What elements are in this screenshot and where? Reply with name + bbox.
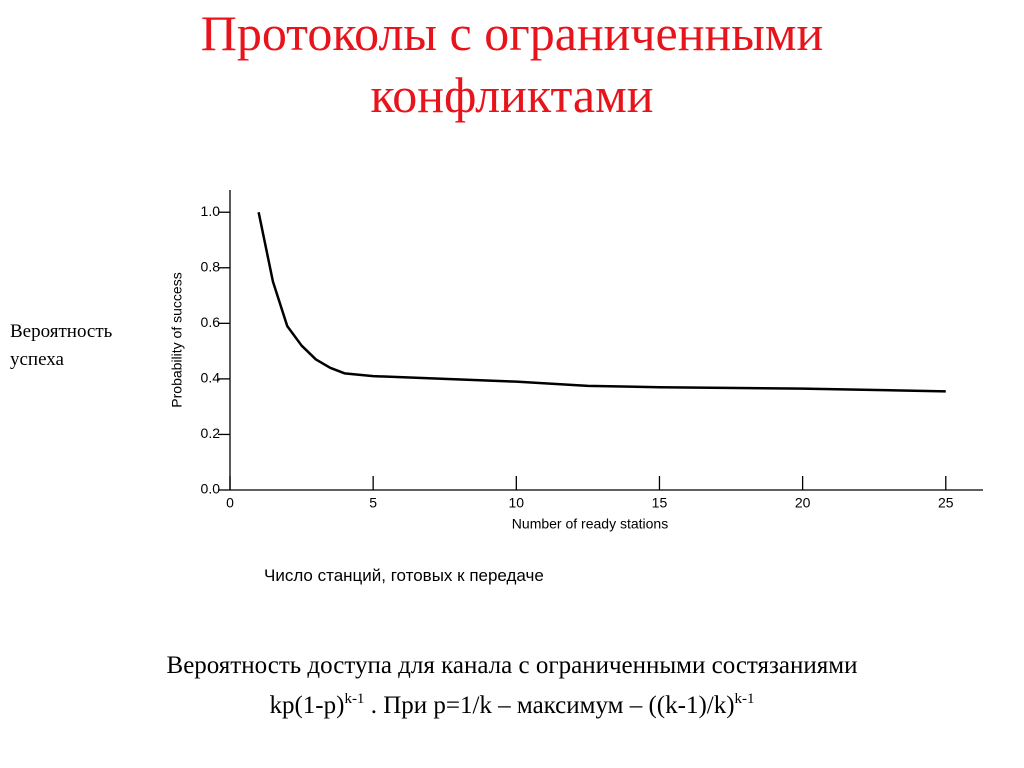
y-tick-label: 0.6 bbox=[201, 314, 221, 330]
x-tick-label: 20 bbox=[795, 495, 811, 511]
x-tick-label: 15 bbox=[652, 495, 668, 511]
caption: Число станций, готовых к передаче bbox=[264, 566, 544, 585]
side-label-line: успеха bbox=[10, 349, 64, 370]
data-line bbox=[257, 211, 946, 393]
exponent: k-1 bbox=[344, 691, 365, 707]
y-axis-label: Probability of success bbox=[169, 272, 185, 407]
formula: kp(1-p)k-1 . При p=1/k – максимум – ((k-… bbox=[0, 686, 1024, 726]
x-tick-label: 5 bbox=[369, 495, 377, 511]
footer-line: Вероятность доступа для канала с огранич… bbox=[166, 652, 858, 679]
y-tick-label: 1.0 bbox=[201, 203, 221, 219]
title-line: конфликтами bbox=[370, 67, 654, 123]
slide-title: Протоколы с ограниченными конфликтами bbox=[0, 2, 1024, 126]
y-tick-label: 0.8 bbox=[201, 258, 221, 274]
x-tick-label: 10 bbox=[509, 495, 525, 511]
title-line: Протоколы с ограниченными bbox=[200, 5, 824, 61]
formula-part: kp(1-p) bbox=[269, 692, 345, 719]
y-tick-label: 0.2 bbox=[201, 425, 221, 441]
side-label: Вероятность успеха bbox=[10, 318, 112, 374]
x-tick-label: 25 bbox=[938, 495, 954, 511]
x-axis-label: Number of ready stations bbox=[512, 516, 668, 532]
formula-part: . При p=1/k – максимум – ((k-1)/k) bbox=[364, 692, 735, 719]
side-label-line: Вероятность bbox=[10, 321, 113, 342]
y-tick-label: 0.4 bbox=[201, 370, 221, 386]
x-tick-label: 0 bbox=[226, 495, 234, 511]
y-tick-label: 0.0 bbox=[201, 481, 221, 497]
exponent: k-1 bbox=[734, 691, 755, 707]
footer: Вероятность доступа для канала с огранич… bbox=[0, 646, 1024, 726]
